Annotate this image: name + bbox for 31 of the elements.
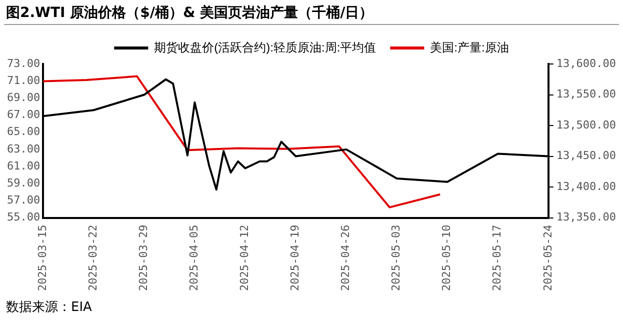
y-tick-label: 61.00 bbox=[6, 159, 40, 172]
chart-title: 图2.WTI 原油价格（$/桶）& 美国页岩油产量（千桶/日） bbox=[6, 4, 374, 22]
y2-tick-label: 13,400.00 bbox=[556, 180, 616, 193]
y-tick-label: 57.00 bbox=[6, 194, 40, 207]
y-tick-label: 73.00 bbox=[6, 56, 40, 70]
y-tick-label: 65.00 bbox=[6, 125, 40, 138]
y-tick-label: 71.00 bbox=[6, 74, 40, 87]
x-tick-label: 2025-03-22 bbox=[86, 224, 100, 292]
x-tick-label: 2025-04-19 bbox=[288, 224, 302, 292]
y-tick-label: 59.00 bbox=[6, 176, 40, 190]
y-tick-label: 69.00 bbox=[6, 91, 40, 104]
legend-label: 美国:产量:原油 bbox=[430, 40, 509, 54]
x-tick-label: 2025-05-17 bbox=[490, 224, 504, 292]
x-tick-label: 2025-03-29 bbox=[137, 224, 150, 292]
legend-label: 期货收盘价(活跃合约):轻质原油:周:平均值 bbox=[154, 40, 376, 54]
y2-tick-label: 13,500.00 bbox=[556, 118, 616, 132]
y-tick-label: 55.00 bbox=[6, 210, 40, 224]
y2-tick-label: 13,600.00 bbox=[556, 56, 616, 70]
y2-tick-label: 13,550.00 bbox=[556, 88, 616, 101]
x-tick-label: 2025-05-03 bbox=[390, 224, 403, 292]
x-tick-label: 2025-05-10 bbox=[440, 224, 454, 292]
y-tick-label: 63.00 bbox=[6, 142, 40, 156]
x-tick-label: 2025-04-05 bbox=[188, 224, 201, 292]
source-note: 数据来源：EIA bbox=[6, 299, 92, 316]
x-tick-label: 2025-04-26 bbox=[339, 224, 352, 292]
x-tick-label: 2025-05-24 bbox=[541, 224, 554, 292]
y2-tick-label: 13,450.00 bbox=[556, 149, 616, 162]
x-tick-label: 2025-04-12 bbox=[238, 224, 252, 292]
x-tick-label: 2025-03-15 bbox=[36, 224, 49, 292]
y-tick-label: 67.00 bbox=[6, 108, 40, 122]
y2-tick-label: 13,350.00 bbox=[556, 210, 616, 224]
